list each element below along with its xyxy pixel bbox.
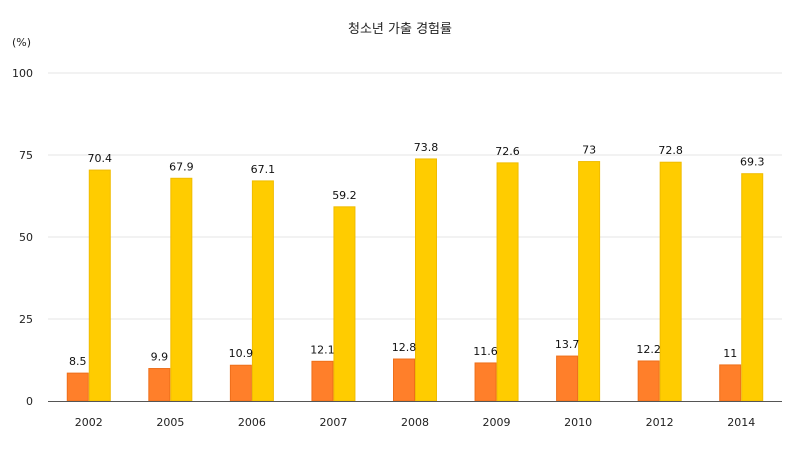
data-label: 12.1	[310, 343, 335, 356]
bar-orange	[393, 358, 415, 402]
bar-yellow	[578, 161, 601, 402]
bar-orange	[556, 355, 579, 402]
y-axis-unit-label: (%)	[12, 36, 31, 49]
x-tick-label: 2002	[75, 416, 103, 429]
y-tick-label: 25	[19, 313, 33, 326]
bar-orange	[311, 360, 334, 402]
bar-orange	[637, 360, 660, 402]
x-tick-label: 2008	[401, 416, 429, 429]
data-label: 13.7	[555, 338, 580, 351]
bar-yellow	[251, 180, 274, 402]
y-tick-label: 100	[12, 67, 33, 80]
y-tick-label: 50	[19, 231, 33, 244]
data-label: 70.4	[88, 152, 113, 165]
x-tick-label: 2009	[483, 416, 511, 429]
x-tick-label: 2010	[564, 416, 592, 429]
x-tick-label: 2012	[646, 416, 674, 429]
data-label: 73	[582, 144, 596, 157]
data-label: 59.2	[332, 189, 357, 202]
y-axis-ticks: 0 25 50 75 100	[12, 67, 33, 408]
bar-yellow	[496, 162, 519, 402]
x-tick-label: 2005	[156, 416, 184, 429]
bar-yellow	[333, 206, 356, 402]
data-label: 69.3	[740, 156, 765, 169]
chart-title: 청소년 가출 경험률	[348, 22, 452, 37]
bar-yellow	[741, 173, 764, 402]
bar-orange	[66, 372, 89, 402]
y-tick-label: 0	[26, 395, 33, 408]
bars	[66, 158, 764, 402]
bar-orange	[229, 364, 252, 402]
data-label: 12.8	[392, 341, 417, 354]
data-label: 73.8	[414, 141, 439, 154]
data-label: 8.5	[69, 355, 87, 368]
bar-orange	[474, 362, 497, 402]
y-tick-label: 75	[19, 149, 33, 162]
bar-orange	[719, 364, 742, 402]
data-label: 11.6	[473, 345, 498, 358]
data-label: 67.9	[169, 160, 194, 173]
data-labels: 8.5 70.4 9.9 67.9 10.9 67.1 12.1 59.2 12.8 73.8 11…	[69, 141, 764, 368]
bar-yellow	[415, 158, 437, 402]
bar-orange	[148, 368, 171, 402]
data-label: 9.9	[151, 351, 169, 364]
data-label: 67.1	[251, 163, 276, 176]
bar-yellow	[88, 169, 111, 402]
x-axis-ticks: 2002 2005 2006 2007 2008 2009 2010 2012 2014	[75, 416, 755, 429]
data-label: 11	[723, 347, 737, 360]
data-label: 72.8	[658, 144, 683, 157]
x-tick-label: 2006	[238, 416, 266, 429]
x-tick-label: 2007	[319, 416, 347, 429]
data-label: 12.2	[636, 343, 661, 356]
data-label: 72.6	[495, 145, 520, 158]
bar-yellow	[170, 177, 193, 402]
bar-yellow	[659, 161, 682, 402]
x-tick-label: 2014	[727, 416, 755, 429]
data-label: 10.9	[229, 347, 254, 360]
